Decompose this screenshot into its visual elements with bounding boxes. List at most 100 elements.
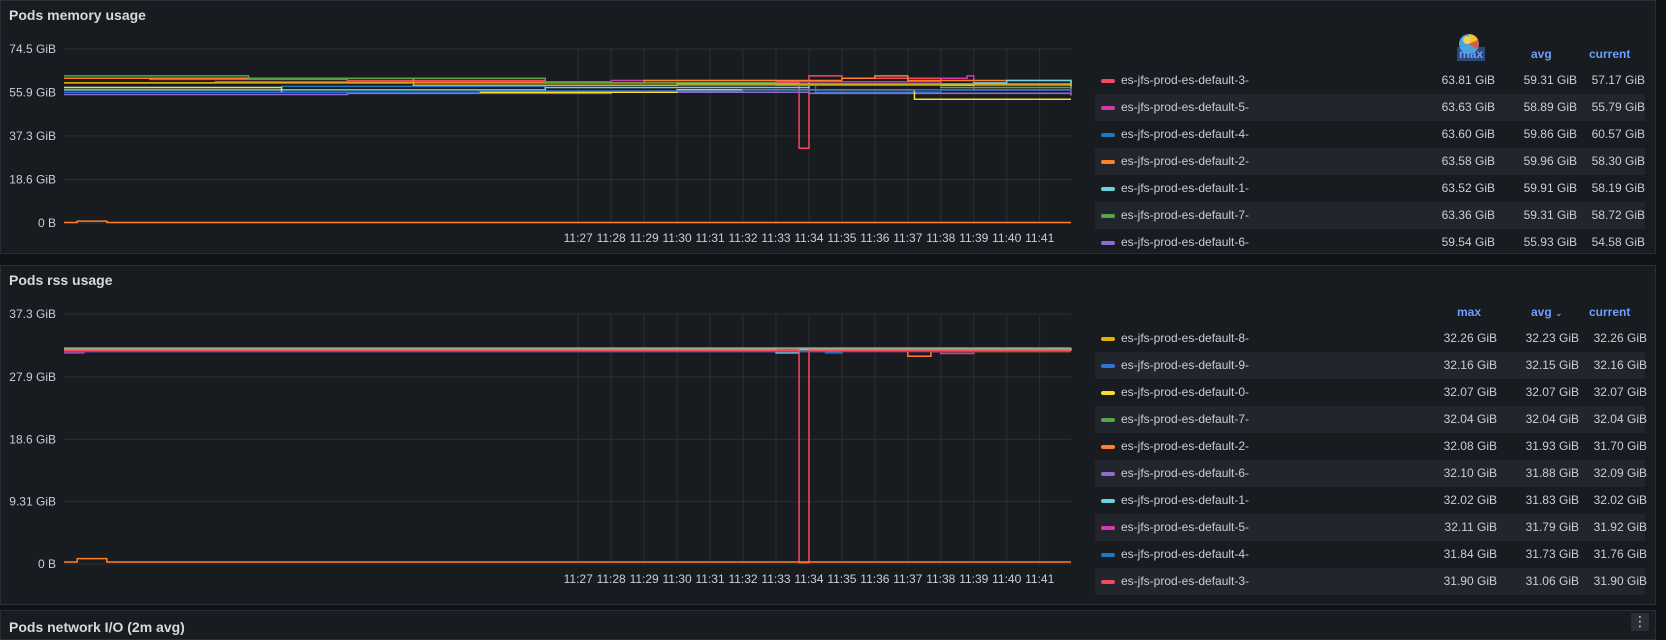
- legend-series-name: es-jfs-prod-es-default-8-: [1121, 331, 1249, 345]
- x-tick-label: 11:28: [597, 231, 626, 245]
- x-tick-label: 11:39: [959, 572, 988, 586]
- legend-series-name: es-jfs-prod-es-default-1-: [1121, 181, 1249, 195]
- legend-header-current[interactable]: current: [1589, 47, 1630, 61]
- legend-value-max: 63.60 GiB: [1415, 127, 1495, 141]
- legend-header: max avg current: [1095, 41, 1645, 67]
- legend-value-max: 31.90 GiB: [1417, 574, 1497, 588]
- x-tick-label: 11:32: [728, 572, 757, 586]
- panel-title[interactable]: Pods network I/O (2m avg): [9, 619, 185, 635]
- legend-series-name: es-jfs-prod-es-default-6-: [1121, 466, 1249, 480]
- legend-color-swatch: [1101, 364, 1115, 368]
- y-tick-label: 37.3 GiB: [9, 129, 56, 143]
- legend-header-avg[interactable]: avg ⌄: [1531, 305, 1563, 319]
- legend-series-name: es-jfs-prod-es-default-6-: [1121, 235, 1249, 249]
- legend-series-name: es-jfs-prod-es-default-9-: [1121, 358, 1249, 372]
- x-tick-label: 11:40: [992, 231, 1021, 245]
- sort-desc-icon: ⌄: [1555, 308, 1563, 318]
- legend-value-current: 31.76 GiB: [1567, 547, 1647, 561]
- panel-menu-icon[interactable]: ⋮: [1631, 613, 1649, 631]
- y-tick-label: 27.9 GiB: [9, 370, 56, 384]
- x-tick-label: 11:33: [761, 572, 790, 586]
- legend-series-name: es-jfs-prod-es-default-4-: [1121, 127, 1249, 141]
- y-tick-label: 18.6 GiB: [9, 432, 56, 446]
- legend-value-current: 58.72 GiB: [1565, 208, 1645, 222]
- y-tick-label: 0 B: [38, 216, 56, 230]
- x-tick-label: 11:37: [893, 572, 922, 586]
- legend-value-max: 63.52 GiB: [1415, 181, 1495, 195]
- legend-value-current: 54.58 GiB: [1565, 235, 1645, 249]
- x-tick-label: 11:37: [893, 231, 922, 245]
- x-tick-label: 11:35: [827, 231, 856, 245]
- x-tick-label: 11:38: [926, 572, 955, 586]
- x-tick-label: 11:35: [827, 572, 856, 586]
- pointer-cursor-icon: [1456, 30, 1482, 56]
- legend-color-swatch: [1101, 499, 1115, 503]
- x-tick-label: 11:27: [564, 572, 593, 586]
- legend-value-max: 32.10 GiB: [1417, 466, 1497, 480]
- x-tick-label: 11:30: [663, 572, 692, 586]
- legend-value-max: 32.26 GiB: [1417, 331, 1497, 345]
- x-tick-label: 11:31: [695, 231, 724, 245]
- memory-legend: max avg current es-jfs-prod-es-default-3…: [1095, 41, 1645, 256]
- legend-header-current[interactable]: current: [1589, 305, 1630, 319]
- legend-value-max: 63.81 GiB: [1415, 73, 1495, 87]
- legend-series-name: es-jfs-prod-es-default-0-: [1121, 385, 1249, 399]
- legend-header: max avg ⌄ current: [1095, 299, 1645, 325]
- x-tick-label: 11:28: [597, 572, 626, 586]
- x-tick-label: 11:41: [1025, 572, 1054, 586]
- legend-series-name: es-jfs-prod-es-default-7-: [1121, 208, 1249, 222]
- legend-value-current: 58.19 GiB: [1565, 181, 1645, 195]
- legend-color-swatch: [1101, 79, 1115, 83]
- legend-value-current: 32.16 GiB: [1567, 358, 1647, 372]
- legend-value-max: 63.36 GiB: [1415, 208, 1495, 222]
- legend-value-max: 32.11 GiB: [1417, 520, 1497, 534]
- x-tick-label: 11:41: [1025, 231, 1054, 245]
- series-line: [64, 221, 1071, 222]
- legend-series-name: es-jfs-prod-es-default-3-: [1121, 73, 1249, 87]
- legend-color-swatch: [1101, 337, 1115, 341]
- legend-header-avg[interactable]: avg: [1531, 47, 1552, 61]
- x-tick-label: 11:36: [860, 231, 889, 245]
- x-tick-label: 11:31: [695, 572, 724, 586]
- legend-value-max: 32.08 GiB: [1417, 439, 1497, 453]
- legend-series-name: es-jfs-prod-es-default-1-: [1121, 493, 1249, 507]
- x-tick-label: 11:32: [728, 231, 757, 245]
- legend-header-max[interactable]: max: [1457, 305, 1481, 319]
- legend-series-name: es-jfs-prod-es-default-2-: [1121, 154, 1249, 168]
- legend-value-max: 63.58 GiB: [1415, 154, 1495, 168]
- legend-value-current: 32.02 GiB: [1567, 493, 1647, 507]
- legend-series-name: es-jfs-prod-es-default-5-: [1121, 520, 1249, 534]
- x-tick-label: 11:34: [794, 231, 823, 245]
- legend-color-swatch: [1101, 445, 1115, 449]
- x-tick-label: 11:40: [992, 572, 1021, 586]
- legend-value-max: 59.54 GiB: [1415, 235, 1495, 249]
- legend-series-name: es-jfs-prod-es-default-5-: [1121, 100, 1249, 114]
- legend-color-swatch: [1101, 214, 1115, 218]
- y-tick-label: 9.31 GiB: [9, 495, 56, 509]
- legend-value-current: 31.90 GiB: [1567, 574, 1647, 588]
- legend-value-current: 32.26 GiB: [1567, 331, 1647, 345]
- legend-value-current: 57.17 GiB: [1565, 73, 1645, 87]
- legend-value-current: 31.92 GiB: [1567, 520, 1647, 534]
